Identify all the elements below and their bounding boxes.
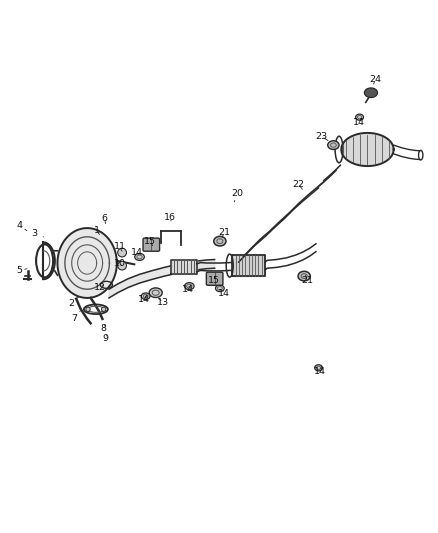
FancyBboxPatch shape	[143, 238, 159, 251]
Text: 9: 9	[102, 334, 109, 343]
Text: 15: 15	[208, 276, 220, 285]
Circle shape	[118, 261, 127, 270]
Text: 14: 14	[218, 289, 230, 298]
Ellipse shape	[298, 271, 310, 281]
Text: 10: 10	[113, 259, 125, 268]
Ellipse shape	[149, 288, 162, 297]
Ellipse shape	[141, 293, 150, 300]
Text: 1: 1	[94, 226, 100, 235]
Text: 14: 14	[138, 295, 150, 304]
Text: 2: 2	[68, 297, 78, 308]
Polygon shape	[341, 133, 394, 166]
Text: 14: 14	[353, 118, 365, 127]
Text: 12: 12	[94, 283, 106, 292]
Polygon shape	[171, 261, 197, 274]
Text: 15: 15	[144, 237, 156, 246]
Ellipse shape	[184, 282, 194, 289]
Ellipse shape	[215, 285, 224, 292]
Ellipse shape	[356, 114, 364, 120]
Text: 21: 21	[301, 275, 313, 285]
Text: 6: 6	[102, 214, 108, 224]
Text: 20: 20	[231, 189, 244, 202]
Text: 8: 8	[100, 324, 106, 333]
Circle shape	[102, 307, 106, 311]
Text: 11: 11	[113, 243, 125, 252]
Text: 16: 16	[164, 213, 176, 222]
Text: 14: 14	[314, 366, 326, 376]
Polygon shape	[232, 255, 265, 276]
Text: 7: 7	[71, 311, 80, 322]
Circle shape	[118, 248, 127, 257]
Text: 22: 22	[293, 180, 304, 189]
Text: 4: 4	[16, 221, 27, 231]
Text: 21: 21	[218, 228, 230, 237]
Text: 5: 5	[16, 266, 27, 276]
Text: 14: 14	[131, 248, 143, 257]
Ellipse shape	[214, 236, 226, 246]
Text: 14: 14	[182, 285, 194, 294]
Text: 13: 13	[157, 298, 169, 307]
FancyBboxPatch shape	[206, 272, 223, 285]
Polygon shape	[109, 260, 215, 298]
Ellipse shape	[364, 88, 378, 98]
Text: 23: 23	[315, 132, 328, 141]
Ellipse shape	[328, 141, 339, 149]
Ellipse shape	[314, 365, 322, 371]
Polygon shape	[57, 228, 117, 298]
Text: 24: 24	[369, 75, 381, 84]
Ellipse shape	[135, 253, 145, 261]
Circle shape	[86, 307, 90, 311]
Text: 3: 3	[32, 229, 43, 238]
